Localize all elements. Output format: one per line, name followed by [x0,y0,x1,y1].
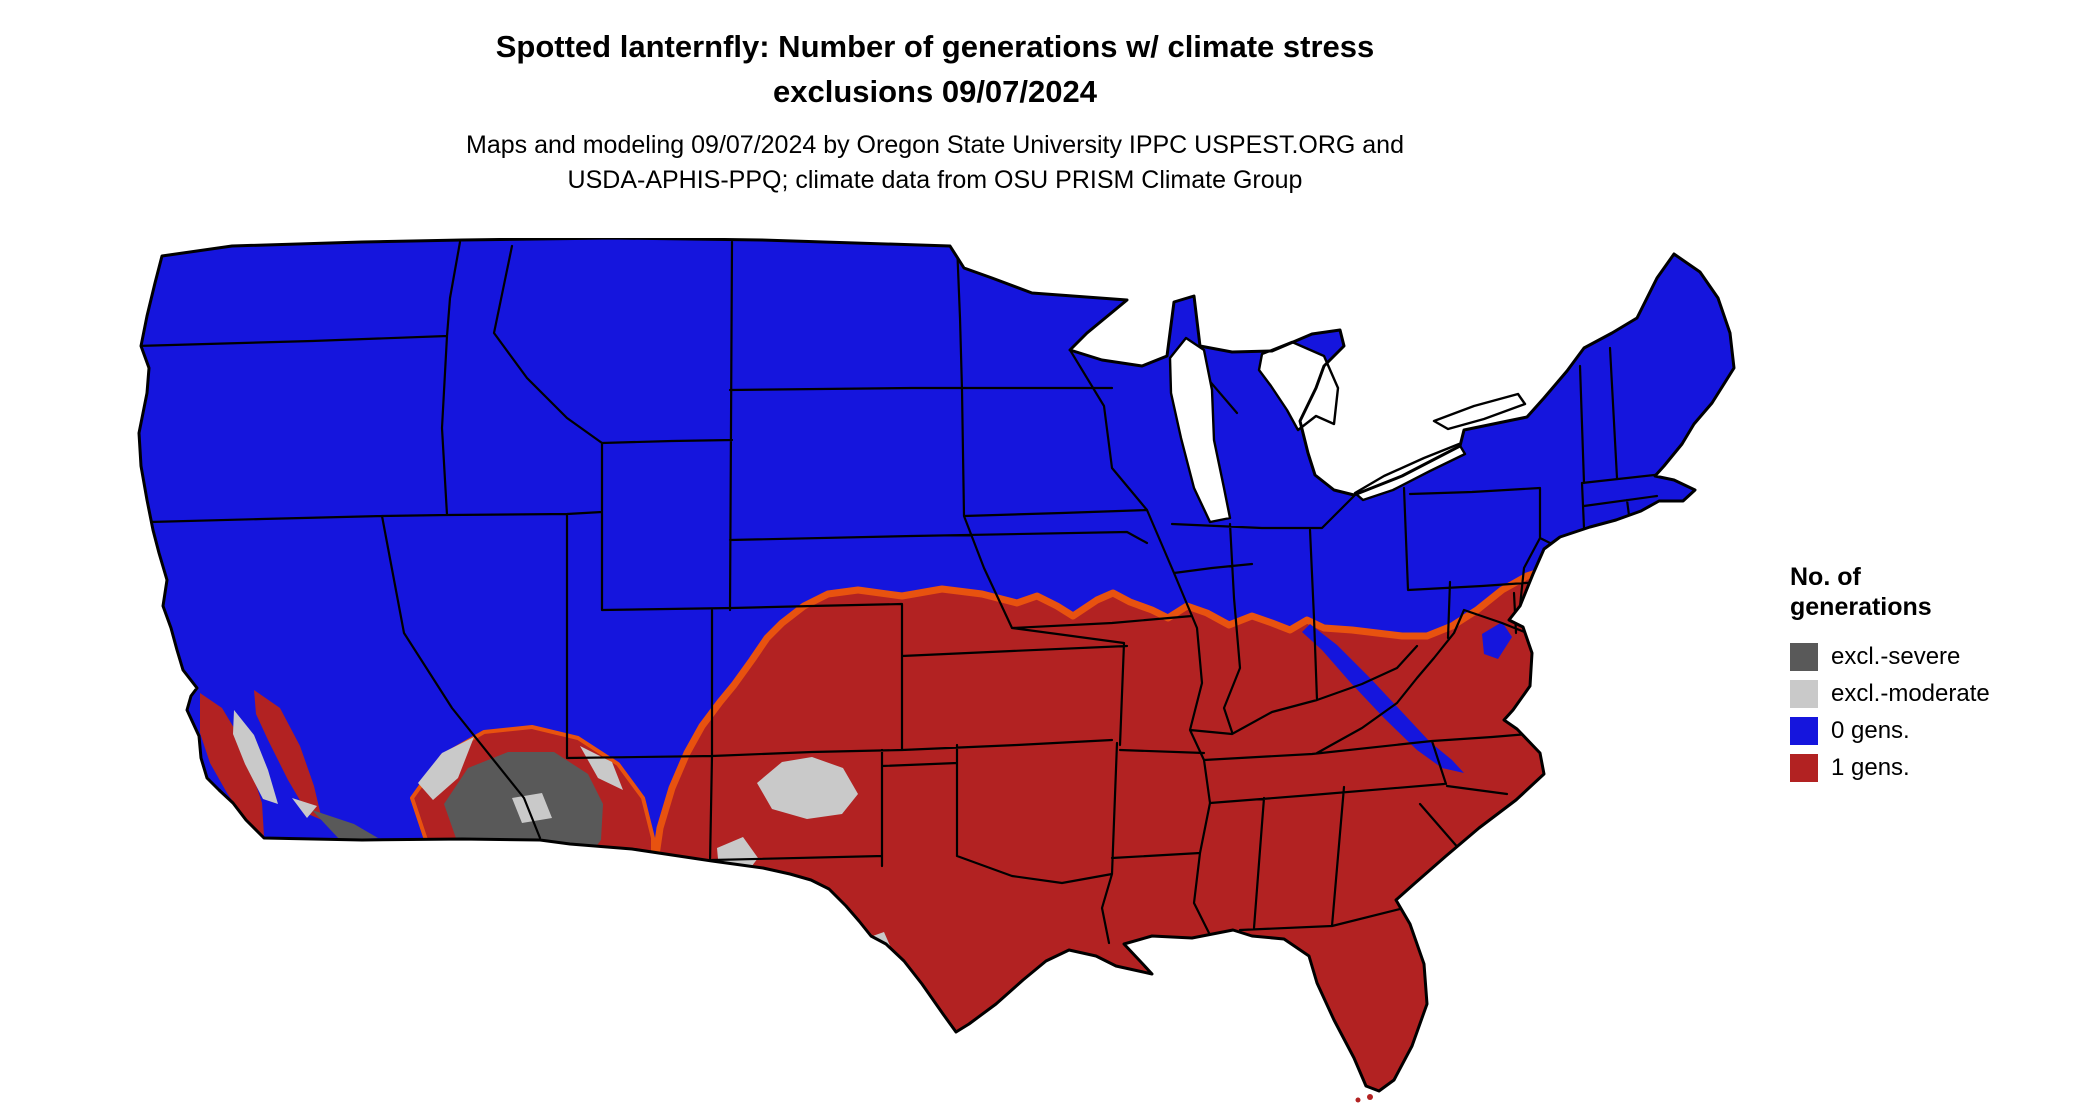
legend-item-excl-severe: excl.-severe [1790,638,2090,675]
legend-item-0-gens: 0 gens. [1790,712,2090,749]
legend-item-1-gens: 1 gens. [1790,749,2090,786]
legend-swatch-excl-moderate [1790,679,1818,708]
map-legend: No. of generations excl.-severe excl.-mo… [1790,562,2090,786]
legend-swatch-0-gens [1790,716,1818,745]
subtitle-line-2: USDA-APHIS-PPQ; climate data from OSU PR… [567,166,1303,194]
legend-label-0-gens: 0 gens. [1831,716,1910,744]
figure-titles: Spotted lanternfly: Number of generation… [120,24,1750,198]
title-line-1: Spotted lanternfly: Number of generation… [495,29,1375,64]
gen-boundary-fringe [648,563,1576,887]
lake-michigan [1168,336,1232,524]
legend-label-excl-severe: excl.-severe [1831,642,1961,670]
legend-title-line-1: No. of [1790,563,1861,591]
socal-excl-severe [312,810,378,840]
california-foothill-red [254,690,322,820]
subtitle-line-1: Maps and modeling 09/07/2024 by Oregon S… [466,131,1404,159]
state-borders [139,240,1674,945]
legend-swatch-excl-severe [1790,642,1818,671]
california-coastal-red [200,693,264,836]
figure-subtitle: Maps and modeling 09/07/2024 by Oregon S… [120,128,1750,198]
tx-ok-moderate-1 [757,757,858,819]
lake-huron [1257,340,1340,432]
us-outline [137,238,1736,1093]
us-map-svg [137,238,1736,1103]
florida-keys-dot-2 [1355,1097,1361,1103]
title-line-2: exclusions 09/07/2024 [772,74,1097,109]
arizona-excl-moderate-1 [418,737,474,800]
legend-item-excl-moderate: excl.-moderate [1790,675,2090,712]
california-valley-moderate [233,710,278,804]
tx-moderate-3 [760,920,803,977]
legend-label-1-gens: 1 gens. [1831,753,1910,781]
us-map [112,238,1752,1113]
legend-label-excl-moderate: excl.-moderate [1831,679,1990,707]
socal-excl-moderate [292,798,317,818]
legend-title-line-2: generations [1790,593,1932,621]
legend-title: No. of generations [1790,562,2090,622]
chesapeake-blue-patch [1482,622,1512,659]
lake-ontario [1432,392,1527,431]
legend-swatch-1-gens [1790,753,1818,782]
arizona-excl-moderate-3 [512,793,552,823]
legend-items: excl.-severe excl.-moderate 0 gens. 1 ge… [1790,638,2090,786]
appalachian-blue-tongue [1302,624,1464,773]
florida-keys-dot-1 [1367,1094,1373,1100]
